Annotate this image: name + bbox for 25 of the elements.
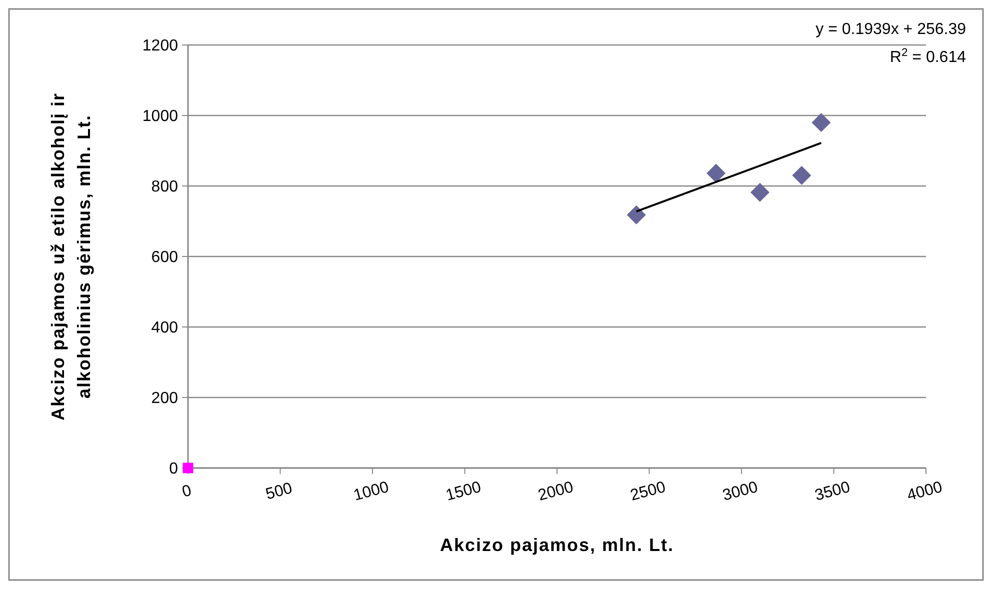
x-tick-label: 1000 xyxy=(352,478,391,504)
y-tick-label: 200 xyxy=(151,390,178,408)
y-tick-label: 800 xyxy=(151,178,178,196)
x-tick-label: 2000 xyxy=(536,478,576,504)
x-axis-title: Akcizo pajamos, mln. Lt. xyxy=(440,535,674,555)
y-tick-label: 0 xyxy=(169,460,178,478)
point xyxy=(750,182,770,202)
y-tick-label: 1200 xyxy=(142,38,178,55)
y-tick-label: 600 xyxy=(151,249,178,266)
y-axis-title: Akcizo pajamos už etilo alkoholį ir alkoholinius gėrimus, mln. Lt. xyxy=(48,92,94,421)
x-tick-label: 2500 xyxy=(628,478,668,504)
y-tick-label: 400 xyxy=(151,320,178,337)
point xyxy=(706,164,726,183)
point xyxy=(792,166,812,185)
point xyxy=(812,113,831,132)
x-tick-label: 1500 xyxy=(444,478,484,504)
x-tick-label: 4000 xyxy=(905,478,944,504)
point xyxy=(626,205,646,224)
text: y = 0.1939x + 256.39 xyxy=(816,21,966,38)
y-tick-label: 1000 xyxy=(142,108,178,126)
x-tick-label: 0 xyxy=(180,482,194,502)
x-tick-label: 3500 xyxy=(813,478,852,504)
x-tick-label: 3000 xyxy=(720,478,760,504)
annotation: R$^{2}$ = 0.614 xyxy=(890,47,966,66)
x-tick-label: 500 xyxy=(264,480,294,504)
